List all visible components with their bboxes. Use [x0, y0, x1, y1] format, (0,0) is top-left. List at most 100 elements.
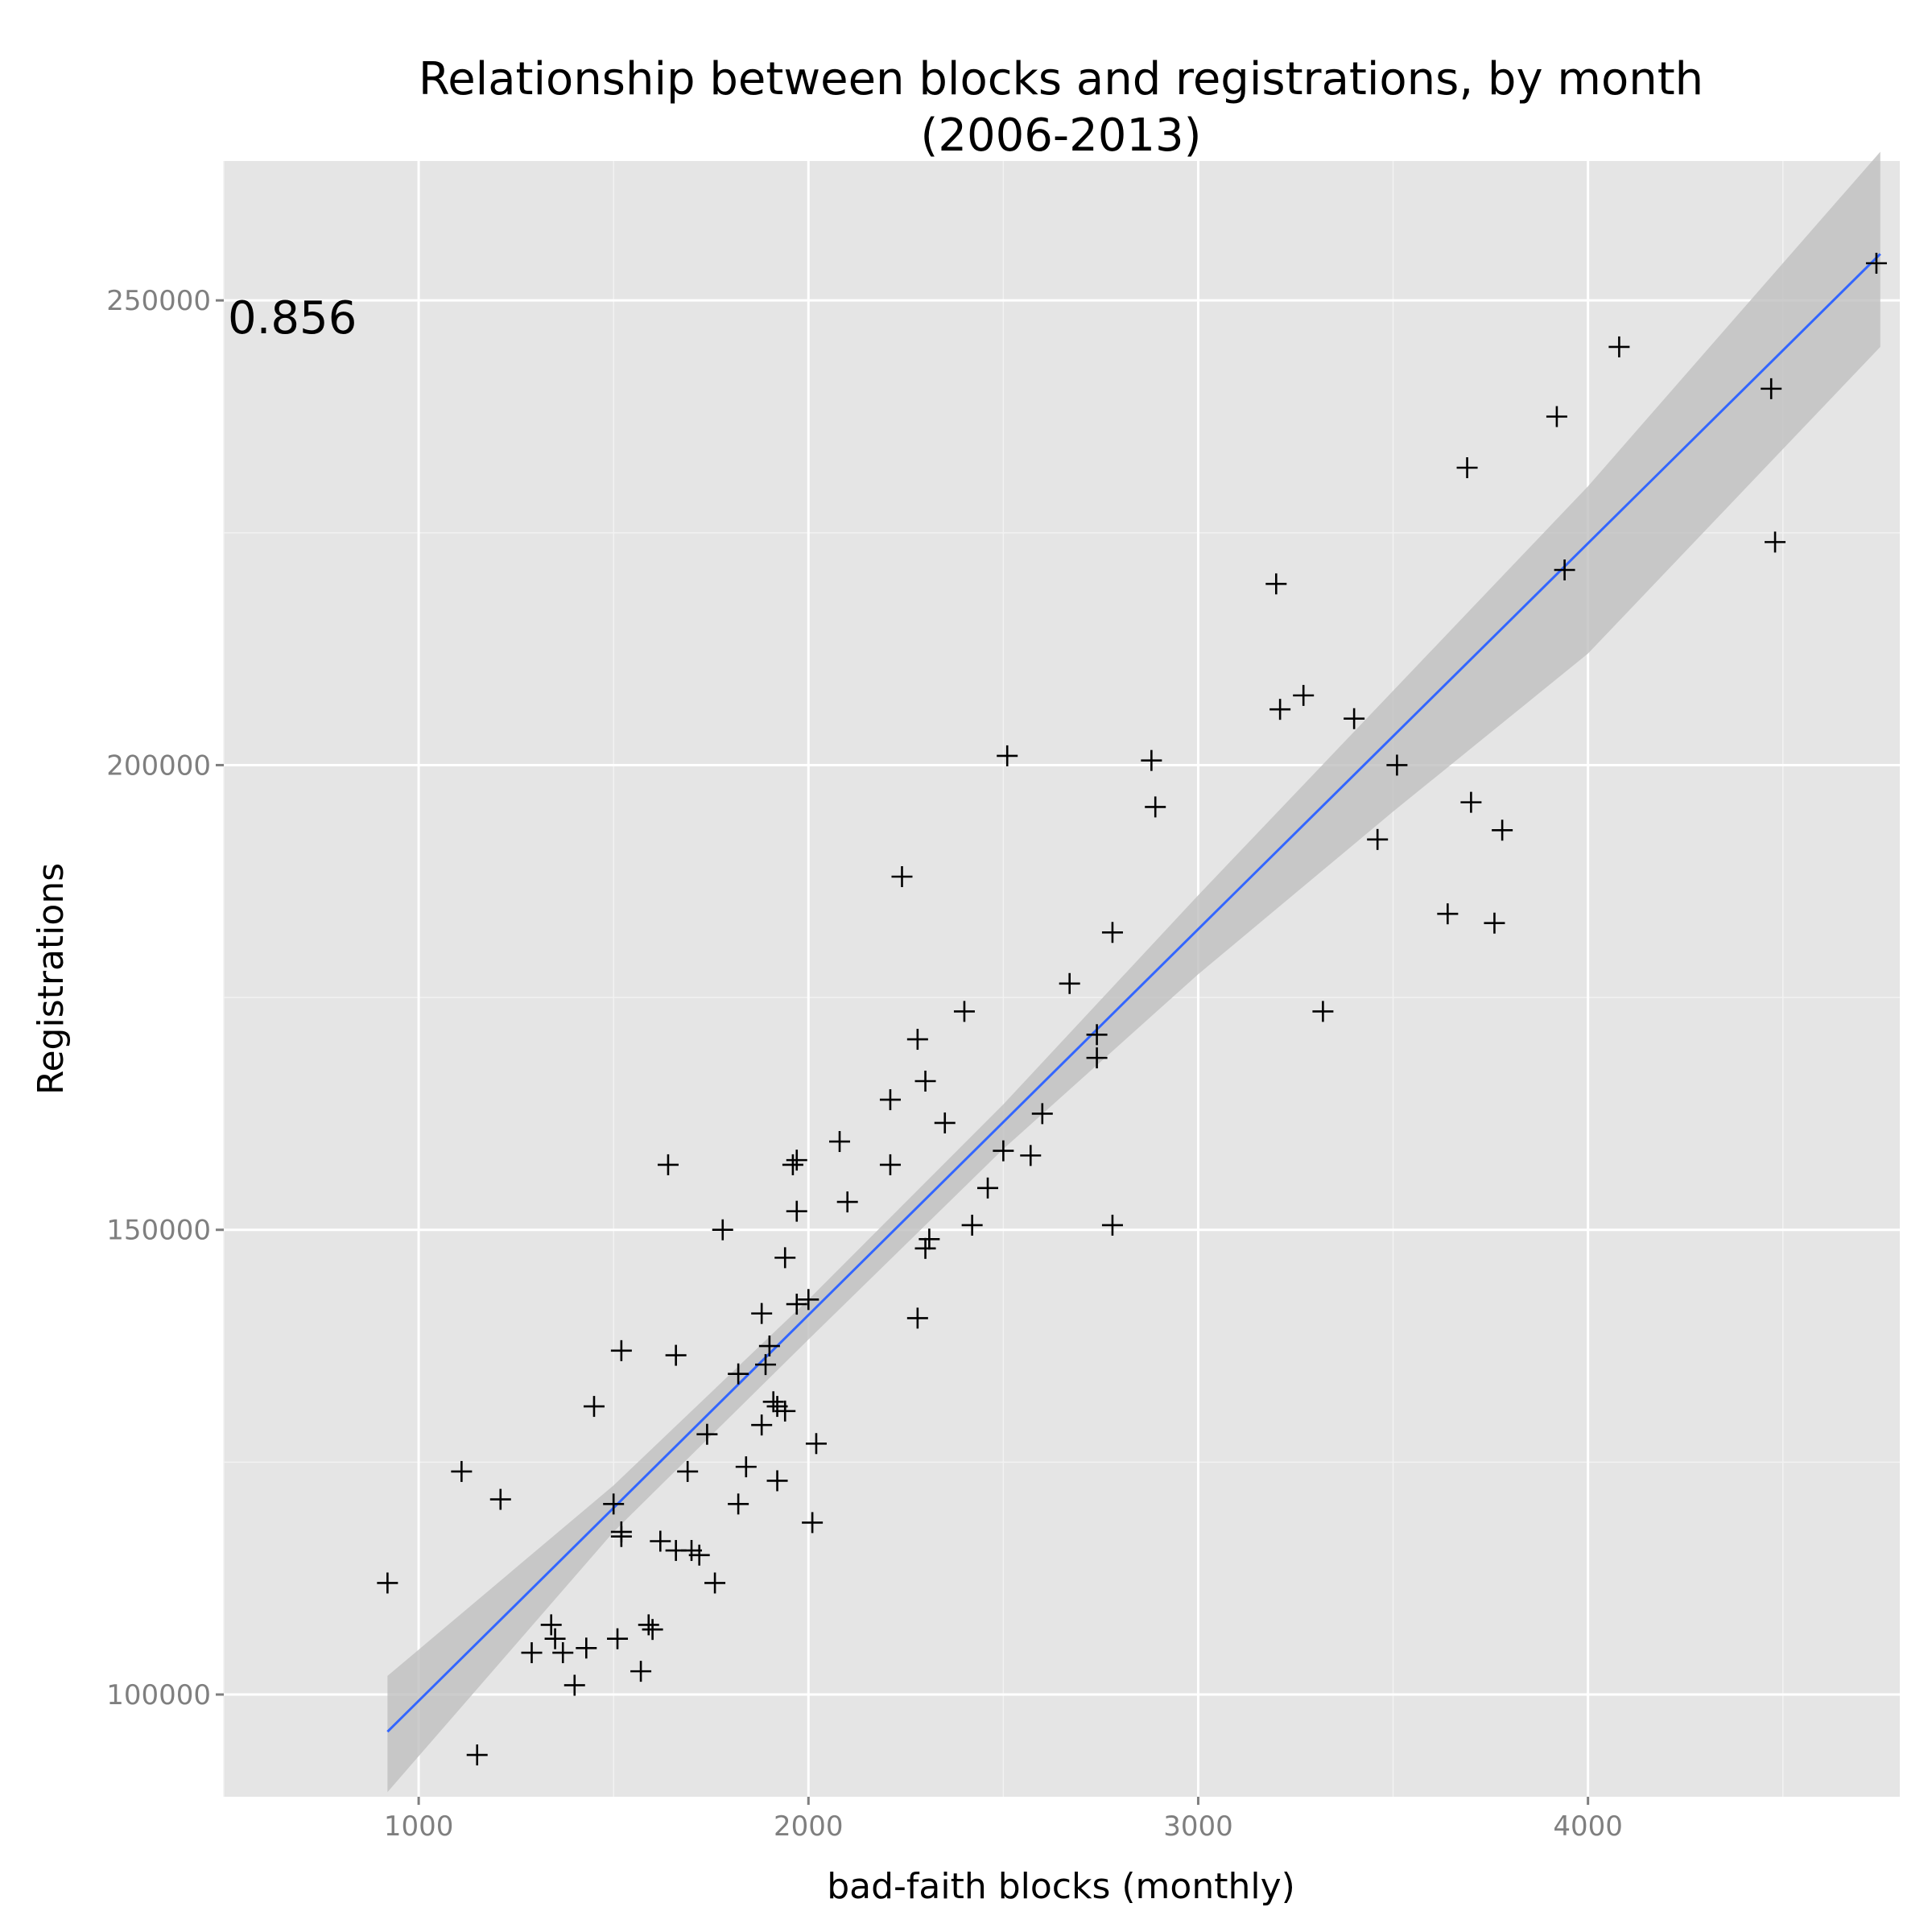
data-point — [540, 1614, 562, 1636]
data-point — [630, 1661, 652, 1682]
data-point — [544, 1628, 566, 1649]
data-point — [1031, 1103, 1053, 1125]
data-point — [1145, 796, 1166, 818]
y-axis-title: Registrations — [31, 863, 72, 1095]
data-point — [1460, 791, 1482, 813]
data-point — [782, 1154, 803, 1175]
data-point — [688, 1544, 710, 1566]
data-point — [953, 1001, 975, 1022]
data-point — [891, 866, 913, 887]
data-point — [751, 1414, 773, 1436]
data-point — [712, 1219, 733, 1241]
confidence-band — [387, 151, 1880, 1793]
data-point — [805, 1433, 827, 1455]
regression-line — [386, 253, 1881, 1733]
data-point — [1437, 903, 1459, 925]
data-point — [704, 1572, 726, 1594]
data-point — [1269, 699, 1291, 720]
data-point — [638, 1614, 659, 1636]
data-point — [1086, 1047, 1108, 1069]
data-point — [755, 1354, 777, 1376]
data-point — [829, 1131, 851, 1153]
x-tick-label: 2000 — [774, 1810, 844, 1843]
data-point — [1386, 754, 1408, 776]
data-point — [774, 1247, 796, 1269]
x-axis-title: bad-faith blocks (monthly) — [827, 1866, 1295, 1907]
data-point — [1086, 1024, 1108, 1046]
y-tick-label: 200000 — [106, 749, 211, 782]
data-point — [786, 1150, 807, 1171]
data-point — [919, 1228, 940, 1250]
data-point — [1059, 972, 1080, 994]
data-point — [665, 1344, 687, 1366]
data-point — [1265, 573, 1287, 595]
data-point — [786, 1200, 807, 1222]
data-point — [552, 1642, 574, 1664]
data-point — [1484, 912, 1505, 934]
data-point — [997, 745, 1018, 766]
data-point — [879, 1089, 901, 1111]
data-point — [836, 1191, 858, 1213]
data-point — [735, 1456, 757, 1478]
data-point — [1865, 253, 1887, 274]
data-point — [1293, 684, 1315, 706]
data-point — [377, 1572, 398, 1594]
data-point — [1367, 828, 1389, 850]
chart-title: Relationship between blocks and registra… — [419, 53, 1703, 105]
y-tick-label: 250000 — [106, 285, 211, 317]
data-point — [603, 1493, 625, 1515]
x-tick-label: 3000 — [1163, 1810, 1233, 1843]
data-point — [961, 1214, 983, 1236]
x-tick-label: 1000 — [384, 1810, 454, 1843]
data-point — [1101, 922, 1123, 943]
data-point — [583, 1396, 605, 1418]
data-point — [466, 1744, 488, 1766]
x-tick-label: 4000 — [1553, 1810, 1623, 1843]
x-axis-ticks: 1000 2000 3000 4000 — [384, 1797, 1623, 1843]
data-point — [977, 1177, 999, 1199]
data-point — [762, 1391, 784, 1413]
plot-panel — [224, 161, 1900, 1797]
data-point — [774, 1400, 796, 1422]
chart-subtitle: (2006-2013) — [921, 109, 1202, 162]
data-point — [1492, 819, 1513, 841]
data-point — [650, 1530, 671, 1552]
data-point — [607, 1628, 629, 1649]
correlation-annotation: 0.856 — [228, 292, 357, 345]
data-point — [934, 1112, 956, 1133]
major-gridlines — [224, 161, 1900, 1797]
data-points — [377, 253, 1887, 1766]
data-point — [1761, 378, 1782, 399]
data-point — [728, 1493, 749, 1515]
y-axis-ticks: 100000 150000 200000 250000 — [106, 285, 224, 1711]
data-point — [1765, 531, 1786, 553]
data-point — [451, 1460, 473, 1482]
data-point — [677, 1460, 699, 1482]
data-point — [993, 1140, 1014, 1162]
data-point — [1456, 457, 1478, 478]
data-point — [906, 1029, 928, 1051]
data-point — [1101, 1214, 1123, 1236]
data-point — [728, 1363, 749, 1385]
data-point — [914, 1237, 936, 1259]
data-point — [766, 1470, 788, 1492]
data-point — [786, 1294, 807, 1315]
y-tick-label: 100000 — [106, 1679, 211, 1711]
data-point — [1554, 559, 1575, 580]
data-point — [1020, 1145, 1042, 1166]
data-point — [642, 1619, 663, 1641]
data-point — [489, 1488, 511, 1510]
data-point — [564, 1674, 585, 1696]
data-point — [802, 1512, 824, 1534]
data-point — [696, 1423, 718, 1445]
data-point — [879, 1154, 901, 1175]
y-tick-label: 150000 — [106, 1215, 211, 1247]
data-point — [914, 1071, 936, 1092]
data-point — [1344, 708, 1365, 729]
data-point — [521, 1642, 543, 1664]
data-point — [798, 1289, 819, 1311]
data-point — [758, 1335, 780, 1357]
data-point — [576, 1637, 597, 1659]
data-point — [610, 1525, 632, 1547]
